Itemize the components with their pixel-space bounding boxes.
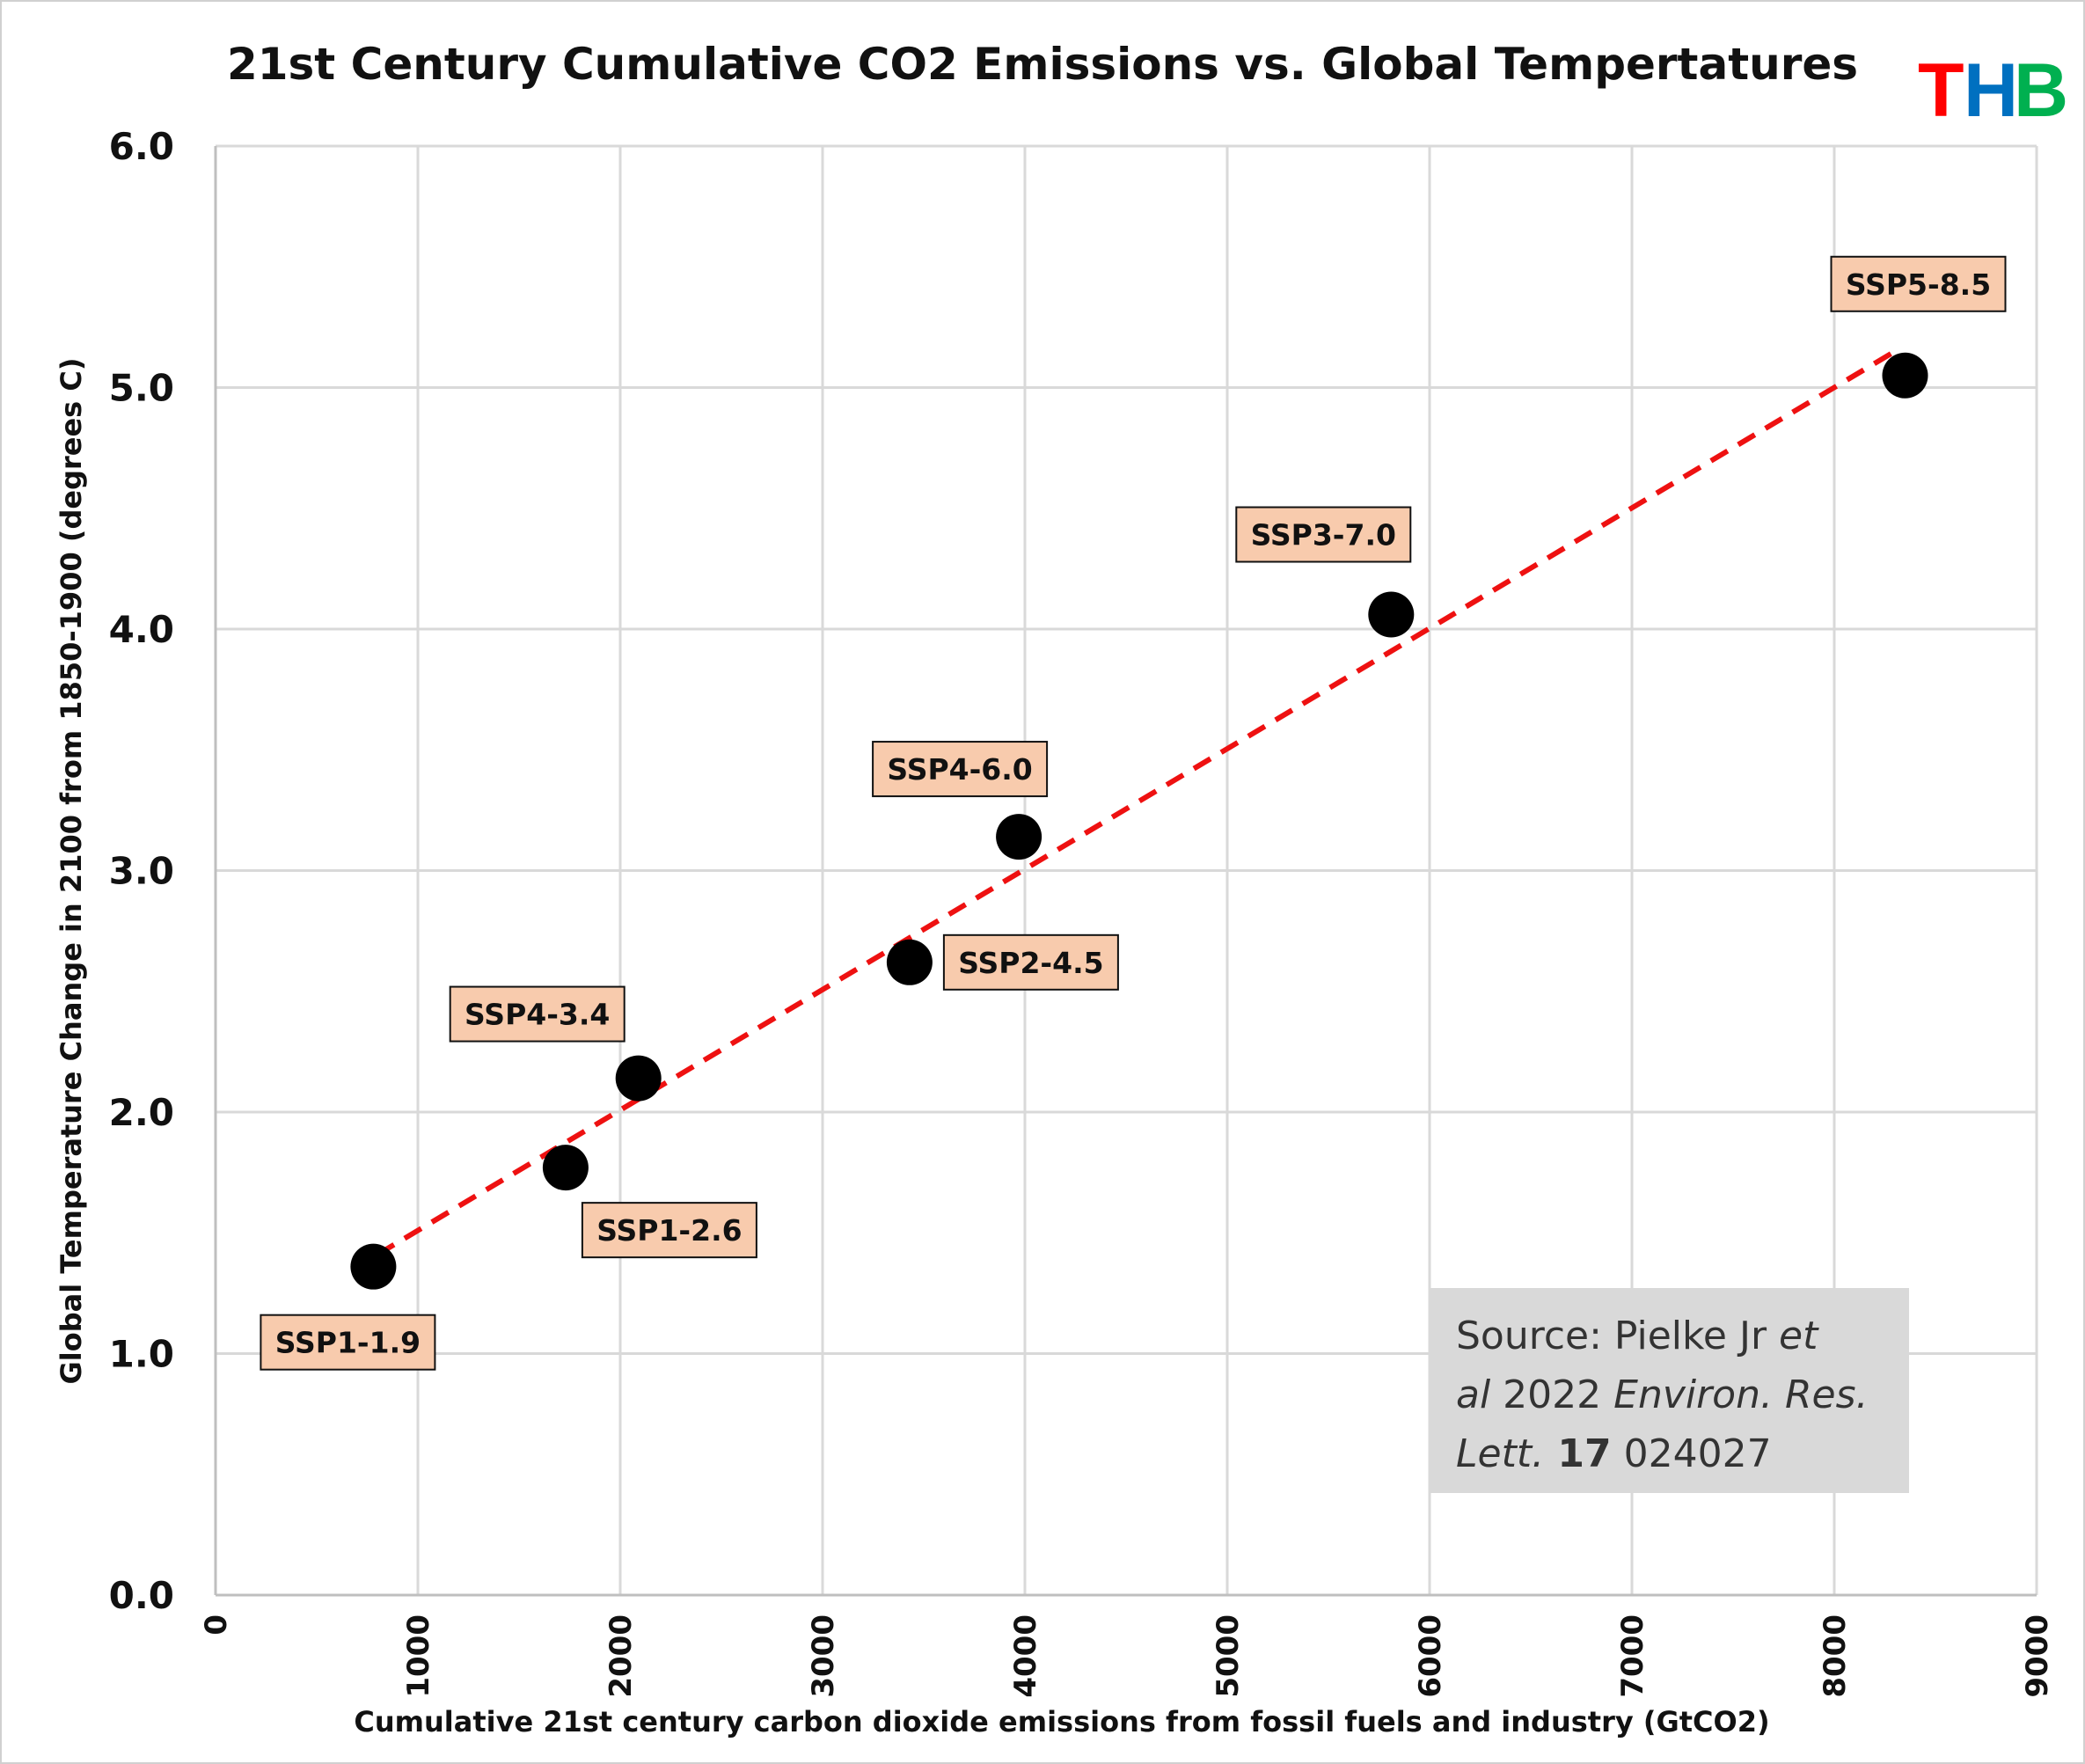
chart-title: 21st Century Cumulative CO2 Emissions vs… [227, 39, 1858, 90]
y-tick-label: 5.0 [109, 367, 174, 410]
data-points [350, 352, 1928, 1290]
point-label-box [1830, 255, 2007, 312]
x-tick-label: 3000 [806, 1614, 841, 1698]
tick-labels: 0 1000 2000 3000 4000 5000 6000 7000 8000 9000 0.0… [109, 125, 2055, 1698]
point-label-text: SSP2-4.5 [958, 946, 1103, 980]
point-label: SSP4-3.4 [449, 985, 626, 1043]
y-tick-label: 0.0 [109, 1574, 174, 1617]
x-tick-label: 7000 [1615, 1614, 1650, 1698]
x-tick-label: 4000 [1008, 1614, 1043, 1698]
point-label-box [260, 1314, 436, 1371]
point-label-text: SSP1-1.9 [275, 1326, 421, 1360]
point-label-text: SSP1-2.6 [596, 1213, 742, 1248]
source-line-1: Source: Pielke Jr et [1456, 1314, 1819, 1358]
x-tick-label: 6000 [1413, 1614, 1448, 1698]
y-tick-label: 4.0 [109, 608, 174, 651]
x-tick-label: 5000 [1211, 1614, 1246, 1698]
point-label-text: SSP4-3.4 [465, 998, 610, 1032]
point-label: SSP1-2.6 [581, 1202, 757, 1259]
point-label-box [449, 985, 626, 1043]
point-label-text: SSP4-6.0 [887, 752, 1032, 787]
x-tick-label: 8000 [1818, 1614, 1853, 1698]
x-axis-label: Cumulative 21st century carbon dioxide e… [354, 1705, 1769, 1738]
source-line-2: al 2022 Environ. Res. [1456, 1372, 1869, 1417]
data-point [542, 1145, 589, 1191]
point-label: SSP3-7.0 [1235, 506, 1412, 563]
point-label-box [872, 741, 1049, 798]
point-label: SSP4-6.0 [872, 741, 1049, 798]
point-label: SSP1-1.9 [260, 1314, 436, 1371]
x-tick-label: 2000 [604, 1614, 639, 1698]
data-point [996, 814, 1042, 860]
point-label-text: SSP3-7.0 [1251, 518, 1396, 553]
logo-letter-b: B [2014, 48, 2068, 133]
data-point [1368, 591, 1415, 638]
trendline [376, 348, 1897, 1257]
y-tick-label: 1.0 [109, 1333, 174, 1376]
logo-letter-h: H [1964, 48, 2018, 133]
data-point [350, 1243, 397, 1290]
point-label: SSP2-4.5 [942, 933, 1119, 991]
y-tick-label: 6.0 [109, 125, 174, 168]
point-label-box [942, 933, 1119, 991]
point-label-box [1235, 506, 1412, 563]
x-tick-label: 1000 [401, 1614, 436, 1698]
data-point [1882, 352, 1928, 399]
x-tick-label: 0 [199, 1614, 234, 1636]
thb-logo: T H B [1918, 48, 2068, 133]
y-axis-label: Global Temperature Change in 2100 from 1… [55, 358, 88, 1385]
point-label-box [581, 1202, 757, 1259]
x-tick-label: 9000 [2020, 1614, 2055, 1698]
logo-letter-t: T [1918, 48, 1964, 133]
data-point [615, 1055, 662, 1102]
point-label-text: SSP5-8.5 [1846, 267, 1991, 302]
y-tick-label: 2.0 [109, 1091, 174, 1134]
data-point [886, 939, 933, 985]
point-label: SSP5-8.5 [1830, 255, 2007, 312]
source-box: Source: Pielke Jr et al 2022 Environ. Re… [1429, 1288, 1909, 1493]
y-tick-label: 3.0 [109, 850, 174, 893]
point-labels: SSP1-1.9 SSP1-2.6 SSP4-3.4 SSP2-4.5 SSP4-6.0… [260, 255, 2007, 1371]
source-line-3: Lett. 17 024027 [1456, 1431, 1772, 1476]
